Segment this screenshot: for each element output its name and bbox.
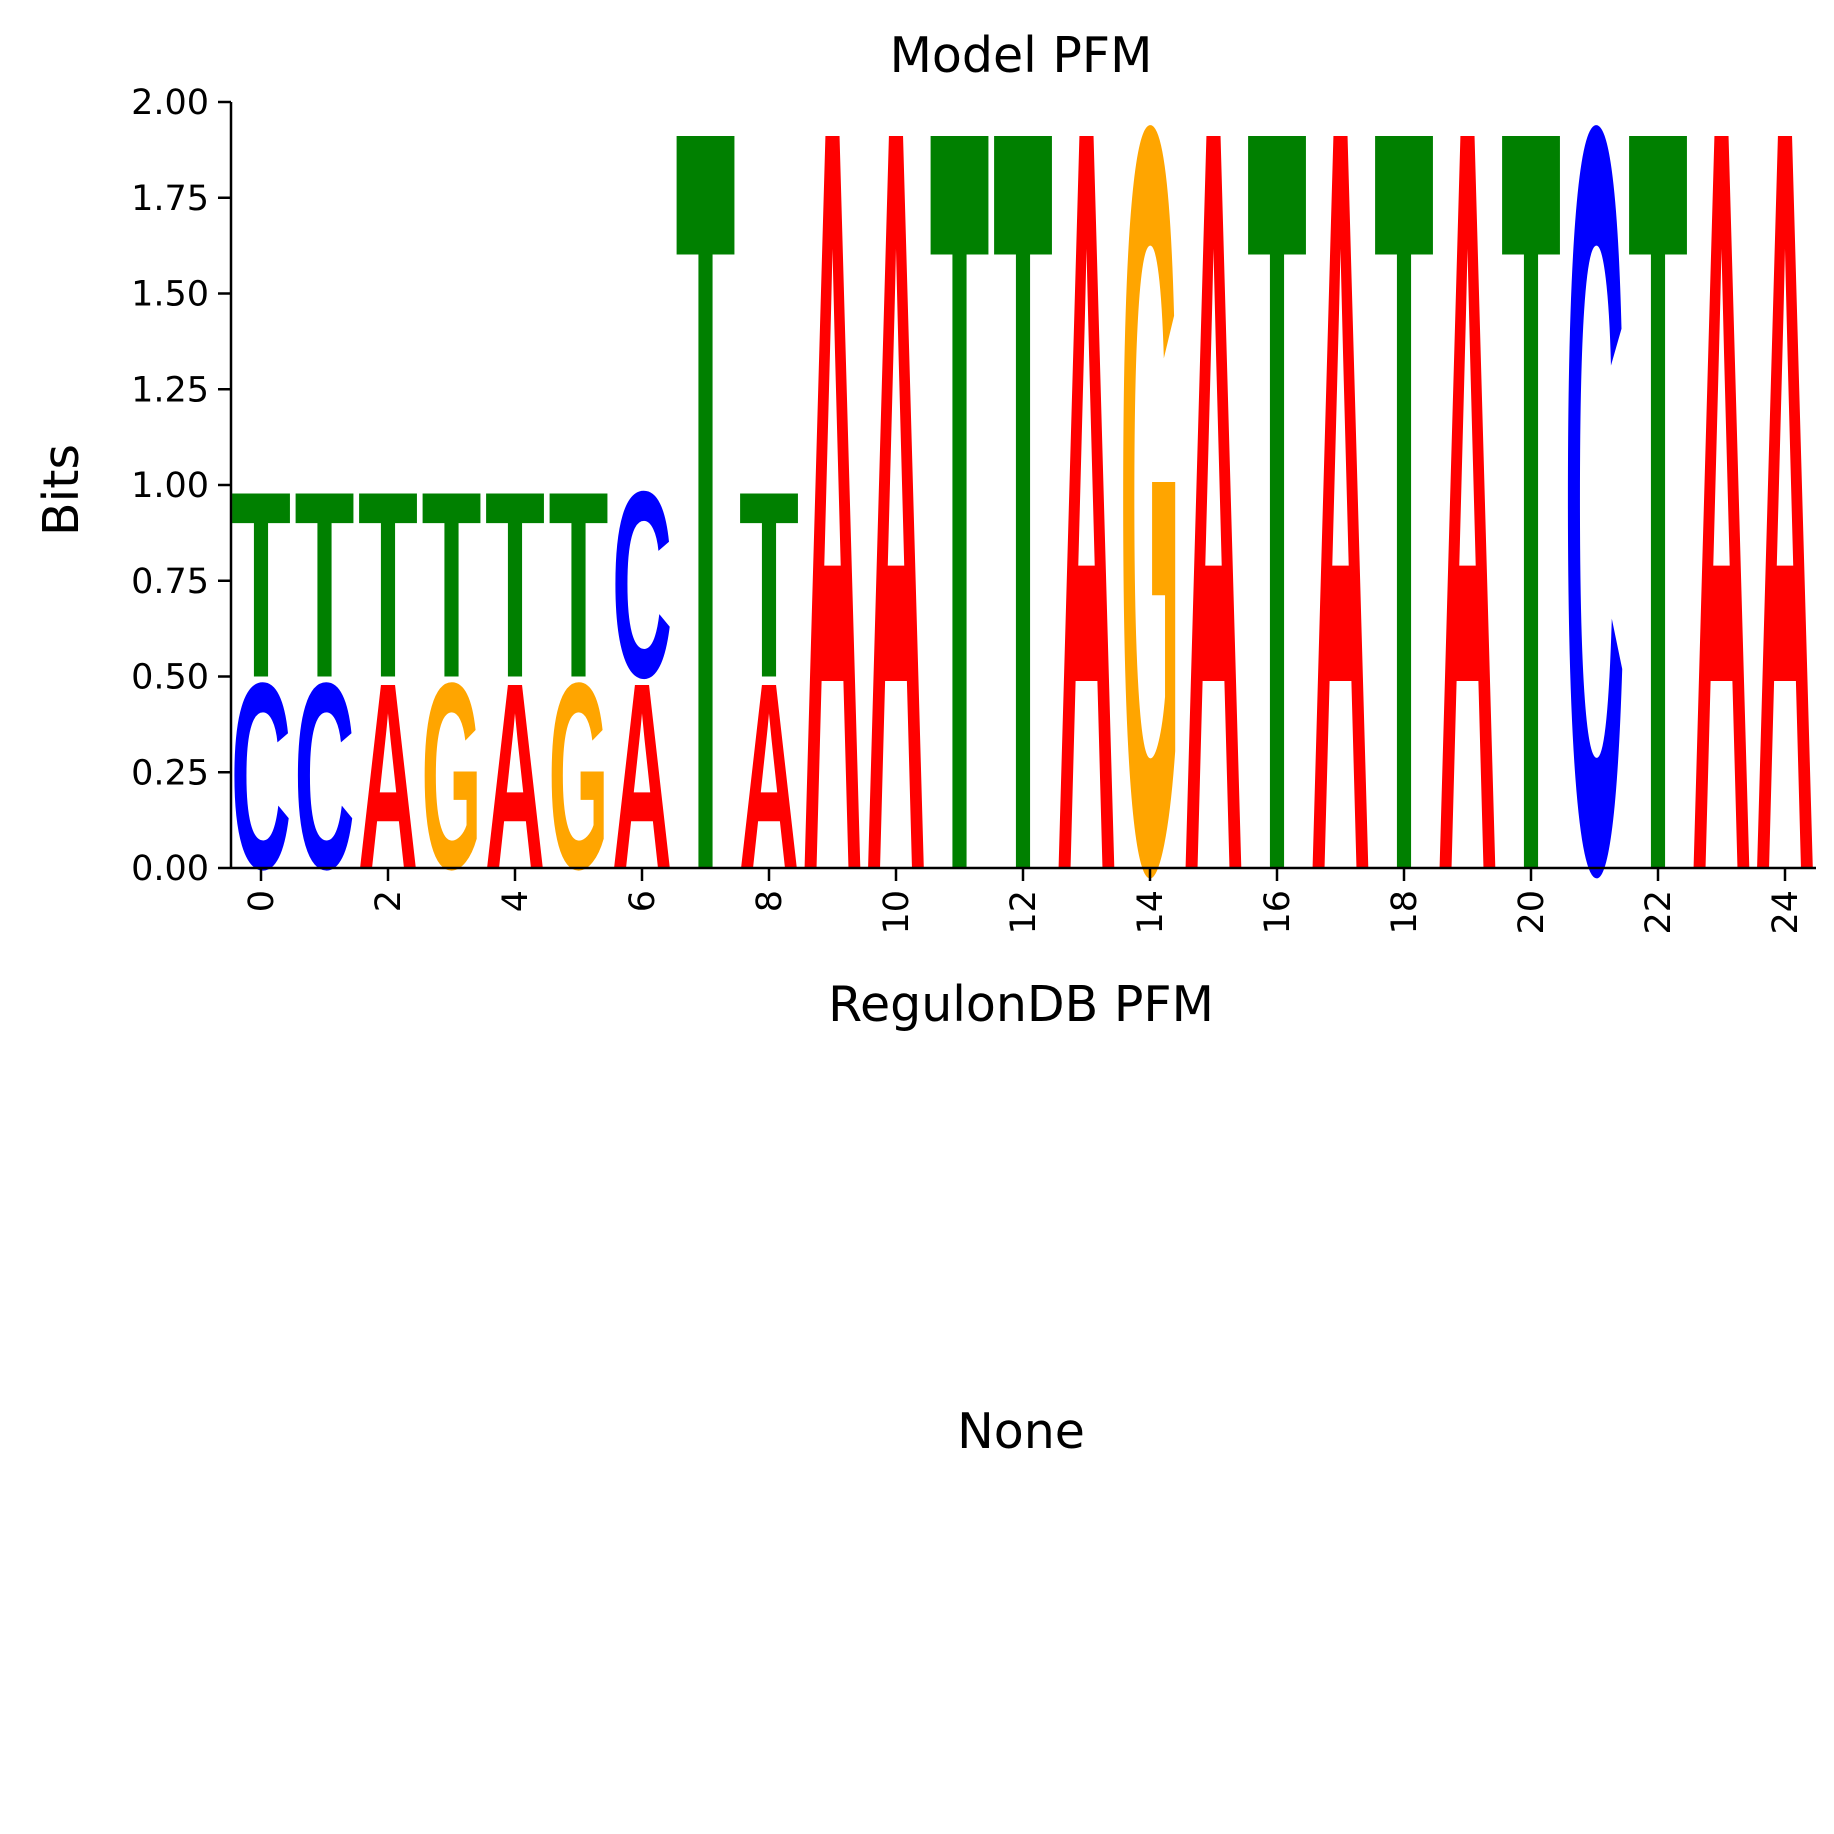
logo-letter-T-pos-7: T bbox=[676, 0, 736, 1095]
logo-letter-G-pos-5: G bbox=[549, 629, 609, 925]
y-tick-label: 1.00 bbox=[131, 466, 209, 506]
x-tick-label: 10 bbox=[877, 890, 917, 935]
logo-letter-T-pos-22: T bbox=[1628, 0, 1688, 1095]
y-tick-label: 0.50 bbox=[131, 658, 209, 698]
x-tick-label: 0 bbox=[242, 890, 282, 912]
logo-letter-A-pos-13: A bbox=[1057, 0, 1117, 1094]
logo-letter-T-pos-2: T bbox=[358, 438, 418, 734]
empty-panel-label: None bbox=[957, 1403, 1085, 1460]
x-tick-label: 14 bbox=[1131, 890, 1171, 935]
x-tick-label: 6 bbox=[623, 890, 663, 912]
x-tick-label: 16 bbox=[1258, 890, 1298, 935]
logo-letter-T-pos-3: T bbox=[422, 438, 482, 734]
logo-letter-A-pos-17: A bbox=[1311, 0, 1371, 1094]
y-tick-label: 0.75 bbox=[131, 562, 209, 602]
logo-letter-A-pos-15: A bbox=[1184, 0, 1244, 1094]
y-tick-label: 1.50 bbox=[131, 275, 209, 315]
x-tick-label: 12 bbox=[1004, 890, 1044, 935]
logo-letter-T-pos-18: T bbox=[1374, 0, 1434, 1095]
y-tick-label: 1.75 bbox=[131, 179, 209, 219]
chart-title: Model PFM bbox=[890, 27, 1153, 84]
logo-letter-T-pos-1: T bbox=[295, 438, 355, 734]
y-axis-ticks: 0.00 0.25 0.50 0.75 1.00 1.25 1.50 1.75 2.00 bbox=[131, 83, 231, 889]
y-tick-label: 0.00 bbox=[131, 849, 209, 889]
y-tick-label: 1.25 bbox=[131, 370, 209, 410]
x-tick-label: 2 bbox=[369, 890, 409, 912]
logo-letter-T-pos-20: T bbox=[1501, 0, 1561, 1095]
x-tick-label: 18 bbox=[1385, 890, 1425, 935]
x-axis-ticks: 0 2 4 6 8 10 12 14 16 18 20 22 24 bbox=[242, 868, 1806, 935]
logo-letter-C-pos-1: C bbox=[295, 628, 355, 925]
logo-letter-C-pos-6: C bbox=[612, 436, 672, 733]
y-tick-label: 2.00 bbox=[131, 83, 209, 123]
logo-letter-G-pos-3: G bbox=[422, 629, 482, 925]
logo-letter-T-pos-4: T bbox=[485, 438, 545, 734]
x-tick-label: 22 bbox=[1639, 890, 1679, 935]
x-tick-label: 24 bbox=[1766, 890, 1806, 935]
logo-letter-G-pos-14: G bbox=[1120, 0, 1180, 1094]
y-axis-label: Bits bbox=[33, 444, 90, 536]
logo-letter-T-pos-5: T bbox=[549, 438, 609, 734]
logo-letter-T-pos-11: T bbox=[930, 0, 990, 1095]
logo-letter-A-pos-9: A bbox=[803, 0, 863, 1094]
x-tick-label: 20 bbox=[1512, 890, 1552, 935]
logo-letter-A-pos-19: A bbox=[1438, 0, 1498, 1094]
logo-letter-T-pos-12: T bbox=[993, 0, 1053, 1095]
x-tick-label: 8 bbox=[750, 890, 790, 912]
x-axis-label: RegulonDB PFM bbox=[828, 976, 1214, 1033]
x-tick-label: 4 bbox=[496, 890, 536, 912]
logo-letter-A-pos-10: A bbox=[866, 0, 926, 1094]
logo-letter-A-pos-24: A bbox=[1755, 0, 1815, 1094]
logo-letter-C-pos-21: C bbox=[1565, 0, 1625, 1094]
y-tick-label: 0.25 bbox=[131, 753, 209, 793]
logo-letter-A-pos-23: A bbox=[1692, 0, 1752, 1094]
logo-letter-T-pos-8: T bbox=[739, 438, 799, 734]
logo-letter-T-pos-0: T bbox=[231, 438, 291, 734]
logo-letter-T-pos-16: T bbox=[1247, 0, 1307, 1095]
